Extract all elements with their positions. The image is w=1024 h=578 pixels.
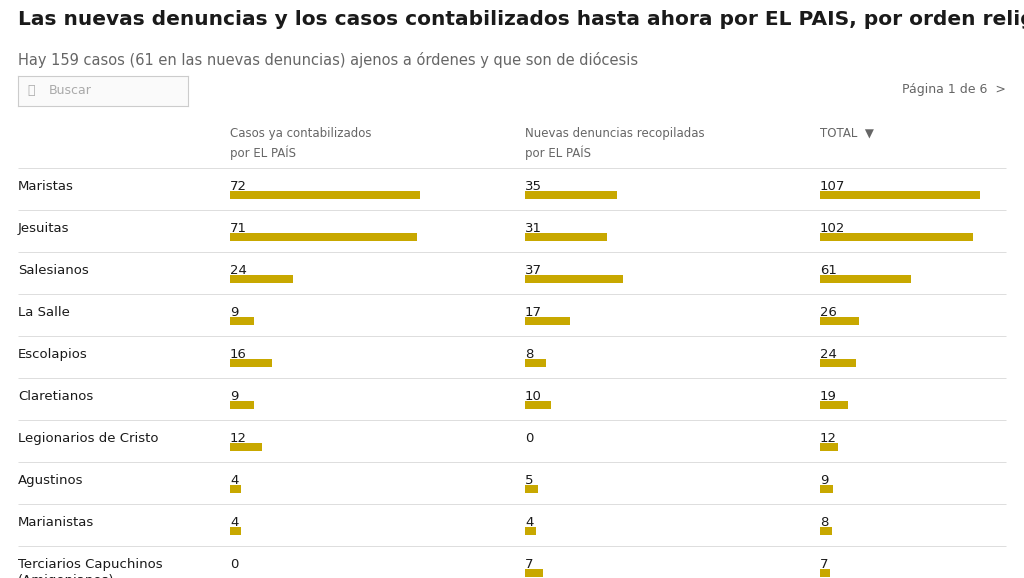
Text: 4: 4: [230, 474, 239, 487]
Text: 31: 31: [525, 222, 542, 235]
Text: 16: 16: [230, 348, 247, 361]
Text: 35: 35: [525, 180, 542, 193]
Text: Página 1 de 6  >: Página 1 de 6 >: [902, 83, 1006, 96]
Text: 7: 7: [525, 558, 534, 571]
Text: 24: 24: [820, 348, 837, 361]
Text: 4: 4: [525, 516, 534, 529]
Text: 107: 107: [820, 180, 846, 193]
Text: Agustinos: Agustinos: [18, 474, 84, 487]
Text: 8: 8: [525, 348, 534, 361]
Text: 19: 19: [820, 390, 837, 403]
Text: 26: 26: [820, 306, 837, 319]
Text: 102: 102: [820, 222, 846, 235]
Text: 0: 0: [525, 432, 534, 445]
Text: 4: 4: [230, 516, 239, 529]
Text: 0: 0: [230, 558, 239, 571]
Text: Claretianos: Claretianos: [18, 390, 93, 403]
Text: 12: 12: [820, 432, 837, 445]
Text: Buscar: Buscar: [48, 84, 91, 98]
Text: Jesuitas: Jesuitas: [18, 222, 70, 235]
Text: 8: 8: [820, 516, 828, 529]
Text: Salesianos: Salesianos: [18, 264, 89, 277]
Text: TOTAL  ▼: TOTAL ▼: [820, 127, 873, 140]
Text: Terciarios Capuchinos
(Amigonianos): Terciarios Capuchinos (Amigonianos): [18, 558, 163, 578]
Text: Las nuevas denuncias y los casos contabilizados hasta ahora por EL PAIS, por ord: Las nuevas denuncias y los casos contabi…: [18, 10, 1024, 29]
Text: Hay 159 casos (61 en las nuevas denuncias) ajenos a órdenes y que son de diócesi: Hay 159 casos (61 en las nuevas denuncia…: [18, 52, 638, 68]
Text: 5: 5: [525, 474, 534, 487]
Text: La Salle: La Salle: [18, 306, 70, 319]
Text: 9: 9: [820, 474, 828, 487]
Text: 71: 71: [230, 222, 247, 235]
Text: Casos ya contabilizados
por EL PAÍS: Casos ya contabilizados por EL PAÍS: [230, 127, 372, 160]
Text: Maristas: Maristas: [18, 180, 74, 193]
Text: 10: 10: [525, 390, 542, 403]
Text: 9: 9: [230, 306, 239, 319]
Text: 17: 17: [525, 306, 542, 319]
Text: Nuevas denuncias recopiladas
por EL PAÍS: Nuevas denuncias recopiladas por EL PAÍS: [525, 127, 705, 160]
Text: ⌕: ⌕: [28, 84, 35, 98]
Text: 12: 12: [230, 432, 247, 445]
Text: 37: 37: [525, 264, 542, 277]
Text: 72: 72: [230, 180, 247, 193]
Text: Escolapios: Escolapios: [18, 348, 88, 361]
Text: 24: 24: [230, 264, 247, 277]
Text: 61: 61: [820, 264, 837, 277]
Text: Legionarios de Cristo: Legionarios de Cristo: [18, 432, 159, 445]
Text: Marianistas: Marianistas: [18, 516, 94, 529]
Text: 9: 9: [230, 390, 239, 403]
Text: 7: 7: [820, 558, 828, 571]
